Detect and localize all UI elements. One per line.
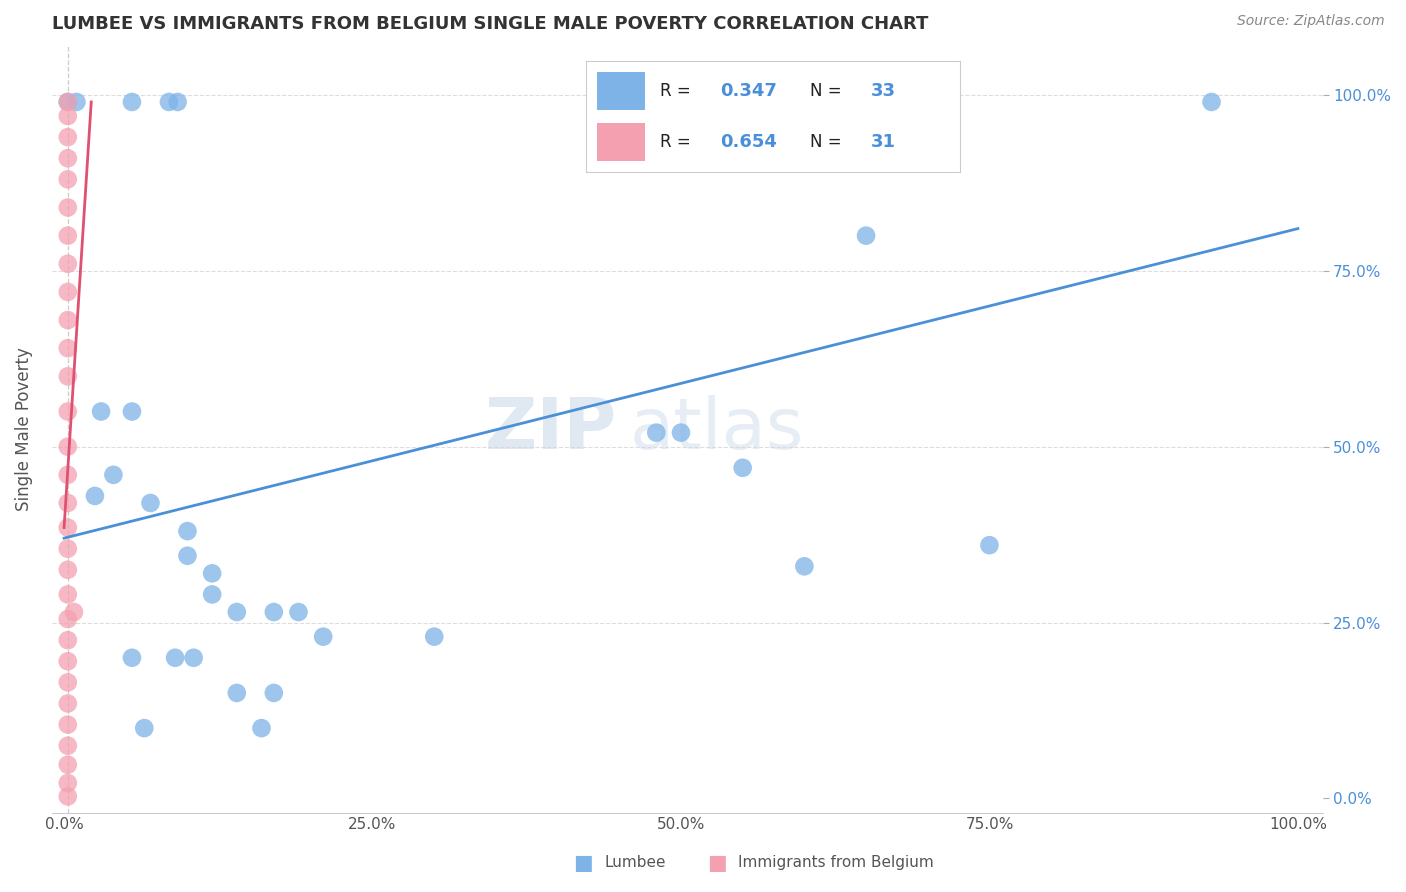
Point: [56, 369, 79, 384]
Point: [90, 404, 112, 418]
Point: [855, 228, 877, 243]
Point: [139, 496, 162, 510]
Point: [157, 95, 180, 109]
Point: [1201, 95, 1223, 109]
Point: [56, 563, 79, 577]
Point: [63, 605, 86, 619]
Point: [56, 697, 79, 711]
Point: [56, 313, 79, 327]
Point: [65, 95, 87, 109]
Text: ■: ■: [707, 853, 727, 872]
Point: [669, 425, 692, 440]
Point: [56, 95, 79, 109]
Point: [979, 538, 1001, 552]
Point: [56, 257, 79, 271]
Text: ZIP: ZIP: [485, 394, 617, 464]
Point: [121, 404, 143, 418]
Point: [250, 721, 273, 735]
Point: [225, 605, 247, 619]
Point: [56, 404, 79, 418]
Point: [165, 650, 187, 665]
Point: [56, 612, 79, 626]
Point: [201, 587, 224, 601]
Point: [121, 650, 143, 665]
Point: [56, 285, 79, 299]
Point: [56, 654, 79, 668]
Point: [312, 630, 335, 644]
Point: [176, 549, 198, 563]
Point: [56, 172, 79, 186]
Point: [56, 341, 79, 355]
Point: [263, 686, 285, 700]
Point: [56, 776, 79, 790]
Point: [176, 524, 198, 538]
Point: [134, 721, 156, 735]
Point: [56, 440, 79, 454]
Point: [287, 605, 309, 619]
Text: LUMBEE VS IMMIGRANTS FROM BELGIUM SINGLE MALE POVERTY CORRELATION CHART: LUMBEE VS IMMIGRANTS FROM BELGIUM SINGLE…: [52, 15, 928, 33]
Point: [166, 95, 188, 109]
Text: Lumbee: Lumbee: [605, 855, 666, 870]
Text: atlas: atlas: [630, 394, 804, 464]
Point: [225, 686, 247, 700]
Point: [103, 467, 125, 482]
Point: [84, 489, 107, 503]
Y-axis label: Single Male Poverty: Single Male Poverty: [15, 347, 32, 511]
Point: [56, 201, 79, 215]
Point: [201, 566, 224, 581]
Point: [793, 559, 815, 574]
Point: [645, 425, 668, 440]
Point: [56, 789, 79, 804]
Point: [56, 109, 79, 123]
Point: [731, 460, 754, 475]
Point: [423, 630, 446, 644]
Point: [56, 739, 79, 753]
Point: [56, 228, 79, 243]
Point: [56, 541, 79, 556]
Point: [56, 151, 79, 165]
Point: [56, 520, 79, 534]
Text: Source: ZipAtlas.com: Source: ZipAtlas.com: [1237, 14, 1385, 28]
Point: [56, 633, 79, 648]
Text: Immigrants from Belgium: Immigrants from Belgium: [738, 855, 934, 870]
Point: [121, 95, 143, 109]
Point: [56, 130, 79, 145]
Point: [56, 675, 79, 690]
Text: ■: ■: [574, 853, 593, 872]
Point: [56, 717, 79, 731]
Point: [56, 95, 79, 109]
Point: [56, 587, 79, 601]
Point: [56, 757, 79, 772]
Point: [183, 650, 205, 665]
Point: [263, 605, 285, 619]
Point: [56, 496, 79, 510]
Point: [56, 467, 79, 482]
